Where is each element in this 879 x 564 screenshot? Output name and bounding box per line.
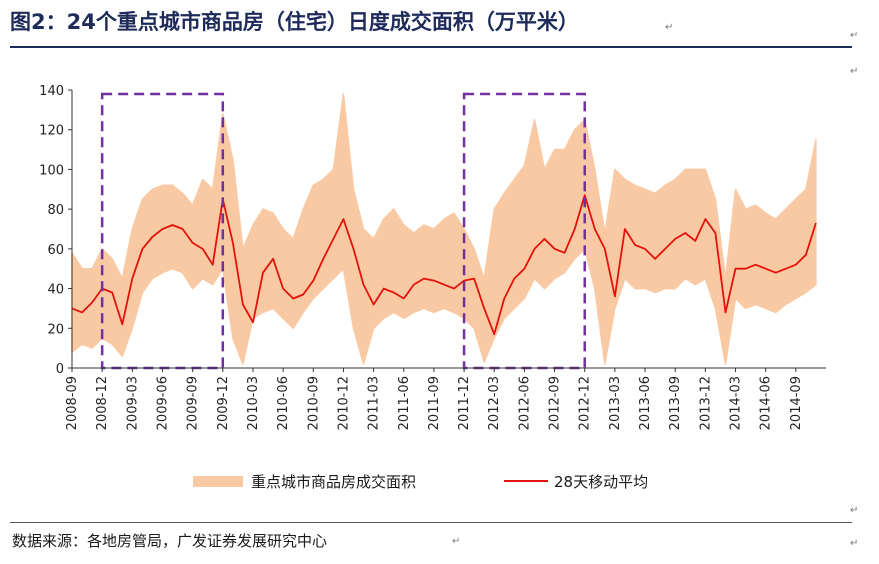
x-tick-label: 2011-03 <box>367 376 382 430</box>
legend-label-daily: 重点城市商品房成交面积 <box>251 473 416 491</box>
x-tick-label: 2011-12 <box>457 376 472 430</box>
x-tick-label: 2013-09 <box>668 376 683 430</box>
y-tick-label: 100 <box>39 163 64 178</box>
x-tick-label: 2014-03 <box>729 376 744 430</box>
x-tick-label: 2012-06 <box>517 376 532 430</box>
moving-average-line <box>71 194 817 336</box>
x-tick-label: 2009-06 <box>155 376 170 430</box>
x-tick-label: 2013-06 <box>638 376 653 430</box>
x-tick-label: 2009-09 <box>186 376 201 430</box>
legend-swatch-daily <box>193 476 243 487</box>
title-rule <box>10 46 852 48</box>
x-tick-label: 2010-09 <box>306 376 321 430</box>
x-tick-label: 2014-06 <box>759 376 774 430</box>
moving-average-layer <box>71 194 817 336</box>
x-tick-label: 2008-09 <box>65 376 80 430</box>
paragraph-mark: ↵ <box>850 30 859 41</box>
x-tick-label: 2013-12 <box>698 376 713 430</box>
x-tick-label: 2008-12 <box>95 376 110 430</box>
x-tick-label: 2011-06 <box>397 376 412 430</box>
paragraph-mark: ↵ <box>850 505 859 516</box>
y-tick-label: 120 <box>39 124 64 139</box>
x-tick-label: 2009-12 <box>216 376 231 430</box>
x-tick-label: 2011-09 <box>427 376 442 430</box>
paragraph-mark: ↵ <box>850 538 859 549</box>
axes: 0 20 40 60 80 100 120 140 2008-09 2008-12 2009-03 2… <box>39 84 826 430</box>
x-tick-label: 2010-06 <box>276 376 291 430</box>
x-tick-label: 2012-09 <box>548 376 563 430</box>
chart-title: 图2：24个重点城市商品房（住宅）日度成交面积（万平米） <box>10 10 579 34</box>
footer-rule <box>10 522 852 523</box>
y-tick-label: 0 <box>56 362 64 377</box>
y-tick-label: 20 <box>47 322 64 337</box>
x-tick-label: 2010-03 <box>246 376 261 430</box>
source-note: 数据来源：各地房管局，广发证券发展研究中心 <box>12 532 328 550</box>
x-tick-label: 2010-12 <box>336 376 351 430</box>
y-tick-label: 140 <box>39 84 64 99</box>
y-tick-label: 40 <box>47 283 64 298</box>
paragraph-mark: ↵ <box>850 66 859 77</box>
paragraph-mark: ↵ <box>452 536 461 547</box>
x-tick-label: 2009-03 <box>125 376 140 430</box>
x-tick-label: 2013-03 <box>608 376 623 430</box>
x-tick-label: 2012-12 <box>578 376 593 430</box>
paragraph-mark: ↵ <box>665 22 674 33</box>
x-tick-label: 2014-09 <box>789 376 804 430</box>
y-tick-label: 60 <box>47 243 64 258</box>
y-tick-label: 80 <box>47 203 64 218</box>
legend: 重点城市商品房成交面积 28天移动平均 <box>193 473 648 491</box>
legend-label-ma: 28天移动平均 <box>554 473 648 491</box>
x-tick-label: 2012-03 <box>487 376 502 430</box>
